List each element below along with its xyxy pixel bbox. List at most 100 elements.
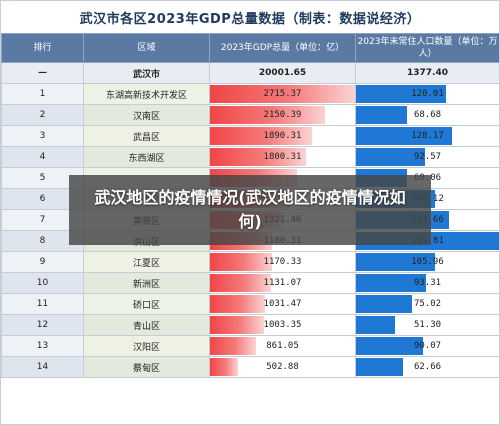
gdp-value: 1131.07: [263, 278, 302, 288]
gdp-cell: 1131.07: [209, 272, 356, 294]
gdp-bar: [210, 106, 325, 124]
population-bar: [356, 85, 447, 103]
population-cell: 105.96: [355, 251, 499, 273]
header-row: 排行 区域 2023年GDP总量（单位：亿） 2023年末常住人口数量（单位：万…: [1, 33, 499, 63]
gdp-bar: [210, 337, 257, 355]
population-cell: 92.57: [355, 146, 499, 168]
rank-cell: 2: [1, 104, 84, 126]
gdp-cell: 2715.37: [209, 83, 356, 105]
total-population: 1377.40: [407, 68, 448, 78]
table-row: 4 东西湖区 1800.31 92.57: [1, 146, 499, 168]
rank-cell: 3: [1, 125, 84, 147]
gdp-cell: 1890.31: [209, 125, 356, 147]
population-value: 92.57: [413, 152, 442, 162]
gdp-cell: 1003.35: [209, 314, 356, 336]
gdp-bar: [210, 274, 271, 292]
population-value: 68.68: [413, 110, 442, 120]
total-population-cell: 1377.40: [355, 62, 499, 84]
gdp-table: 排行 区域 2023年GDP总量（单位：亿） 2023年末常住人口数量（单位：万…: [1, 33, 499, 378]
gdp-value: 1170.33: [263, 257, 302, 267]
header-district: 区域: [83, 33, 210, 63]
population-bar: [356, 358, 404, 376]
rank-cell: 4: [1, 146, 84, 168]
district-cell: 新洲区: [83, 272, 210, 294]
district-cell: 武昌区: [83, 125, 210, 147]
population-bar: [356, 106, 408, 124]
total-rank: —: [1, 62, 84, 84]
population-bar: [356, 253, 435, 271]
gdp-bar: [210, 85, 355, 103]
caption-overlay: 武汉地区的疫情情况(武汉地区的疫情情况如何): [69, 175, 431, 245]
population-cell: 68.68: [355, 104, 499, 126]
gdp-value: 1031.47: [263, 299, 302, 309]
population-value: 93.31: [413, 278, 442, 288]
rank-cell: 5: [1, 167, 84, 189]
population-cell: 93.31: [355, 272, 499, 294]
gdp-cell: 502.88: [209, 356, 356, 378]
table-row: 11 硚口区 1031.47 75.02: [1, 293, 499, 315]
total-row: — 武汉市 20001.65 1377.40: [1, 62, 499, 84]
rank-cell: 11: [1, 293, 84, 315]
population-cell: 90.07: [355, 335, 499, 357]
population-value: 62.66: [413, 362, 442, 372]
gdp-cell: 861.05: [209, 335, 356, 357]
population-cell: 120.01: [355, 83, 499, 105]
table-row: 10 新洲区 1131.07 93.31: [1, 272, 499, 294]
population-value: 75.02: [413, 299, 442, 309]
rank-cell: 1: [1, 83, 84, 105]
gdp-bar: [210, 253, 273, 271]
table-row: 2 汉南区 2150.39 68.68: [1, 104, 499, 126]
gdp-value: 1800.31: [263, 152, 302, 162]
rank-cell: 7: [1, 209, 84, 231]
table-row: 9 江夏区 1170.33 105.96: [1, 251, 499, 273]
district-cell: 硚口区: [83, 293, 210, 315]
district-cell: 蔡甸区: [83, 356, 210, 378]
population-value: 105.96: [411, 257, 444, 267]
district-cell: 江夏区: [83, 251, 210, 273]
rank-cell: 10: [1, 272, 84, 294]
population-bar: [356, 316, 395, 334]
population-cell: 62.66: [355, 356, 499, 378]
header-gdp: 2023年GDP总量（单位：亿）: [209, 33, 356, 63]
gdp-bar: [210, 127, 312, 145]
gdp-cell: 1031.47: [209, 293, 356, 315]
district-cell: 青山区: [83, 314, 210, 336]
rank-cell: 14: [1, 356, 84, 378]
district-cell: 汉阳区: [83, 335, 210, 357]
header-rank: 排行: [1, 33, 84, 63]
total-gdp: 20001.65: [258, 68, 307, 78]
gdp-bar: [210, 295, 266, 313]
population-bar: [356, 337, 424, 355]
gdp-bar: [210, 358, 238, 376]
population-value: 90.07: [413, 341, 442, 351]
total-gdp-cell: 20001.65: [209, 62, 356, 84]
gdp-value: 861.05: [266, 341, 299, 351]
population-value: 51.30: [413, 320, 442, 330]
rank-cell: 12: [1, 314, 84, 336]
population-value: 120.01: [411, 89, 444, 99]
table-row: 13 汉阳区 861.05 90.07: [1, 335, 499, 357]
total-district: 武汉市: [83, 62, 210, 84]
table-title: 武汉市各区2023年GDP总量数据（制表：数据说经济）: [1, 1, 499, 33]
gdp-value: 502.88: [266, 362, 299, 372]
rank-cell: 13: [1, 335, 84, 357]
table-row: 1 东湖高新技术开发区 2715.37 120.01: [1, 83, 499, 105]
gdp-value: 1003.35: [263, 320, 302, 330]
gdp-cell: 1800.31: [209, 146, 356, 168]
table-row: 3 武昌区 1890.31 128.17: [1, 125, 499, 147]
gdp-cell: 2150.39: [209, 104, 356, 126]
population-cell: 128.17: [355, 125, 499, 147]
overlay-text: 武汉地区的疫情情况(武汉地区的疫情情况如何): [94, 188, 406, 231]
population-bar: [356, 295, 412, 313]
population-bar: [356, 127, 452, 145]
table-row: 14 蔡甸区 502.88 62.66: [1, 356, 499, 378]
table-row: 12 青山区 1003.35 51.30: [1, 314, 499, 336]
rank-cell: 9: [1, 251, 84, 273]
gdp-value: 2150.39: [263, 110, 302, 120]
gdp-cell: 1170.33: [209, 251, 356, 273]
population-cell: 51.30: [355, 314, 499, 336]
district-cell: 汉南区: [83, 104, 210, 126]
gdp-value: 2715.37: [263, 89, 302, 99]
population-bar: [356, 274, 427, 292]
